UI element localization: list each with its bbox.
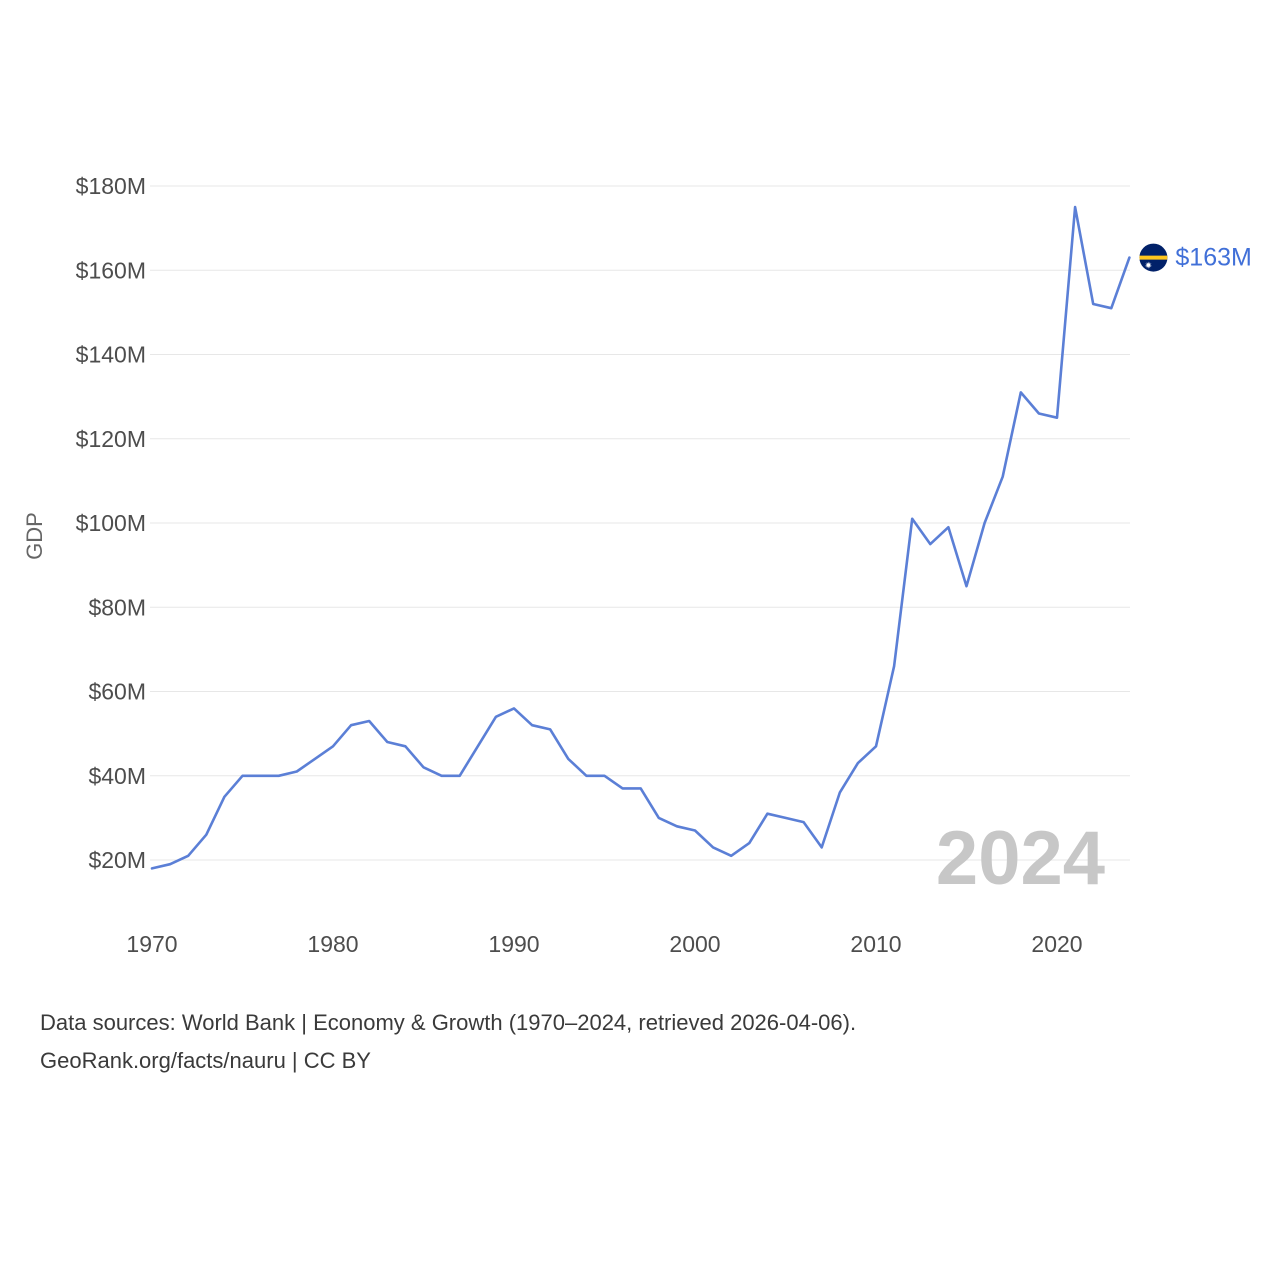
- x-axis-tick-label: 2010: [850, 931, 901, 957]
- footer-line-2: GeoRank.org/facts/nauru | CC BY: [40, 1048, 371, 1073]
- end-value-label: $163M: [1175, 244, 1251, 272]
- y-axis-tick-label: $180M: [76, 173, 146, 199]
- x-axis-tick-label: 2020: [1031, 931, 1082, 957]
- y-axis-tick-label: $80M: [88, 594, 146, 620]
- y-axis-tick-label: $40M: [88, 763, 146, 789]
- gdp-series-line: [150, 205, 1131, 870]
- y-axis-tick-label: $140M: [76, 342, 146, 368]
- footer-line-1: Data sources: World Bank | Economy & Gro…: [40, 1010, 857, 1035]
- flag-star: [1144, 261, 1152, 269]
- y-axis-tick-label: $100M: [76, 510, 146, 536]
- x-axis-tick-label: 2000: [669, 931, 720, 957]
- y-axis-tick-label: $60M: [88, 679, 146, 705]
- y-axis-tick-label: $160M: [76, 257, 146, 283]
- data-source-footer: Data sources: World Bank | Economy & Gro…: [40, 1004, 856, 1080]
- y-axis-tick-label: $20M: [88, 847, 146, 873]
- gdp-line-chart: $20M $40M $60M $80M $100M $120M $140M $160M $180…: [22, 173, 1252, 957]
- y-axis-tick-label: $120M: [76, 426, 146, 452]
- x-axis-tick-label: 1990: [488, 931, 539, 957]
- y-axis-title: GDP: [22, 512, 47, 560]
- x-axis-tick-label: 1970: [126, 931, 177, 957]
- year-watermark: 2024: [936, 816, 1105, 901]
- x-axis-tick-label: 1980: [307, 931, 358, 957]
